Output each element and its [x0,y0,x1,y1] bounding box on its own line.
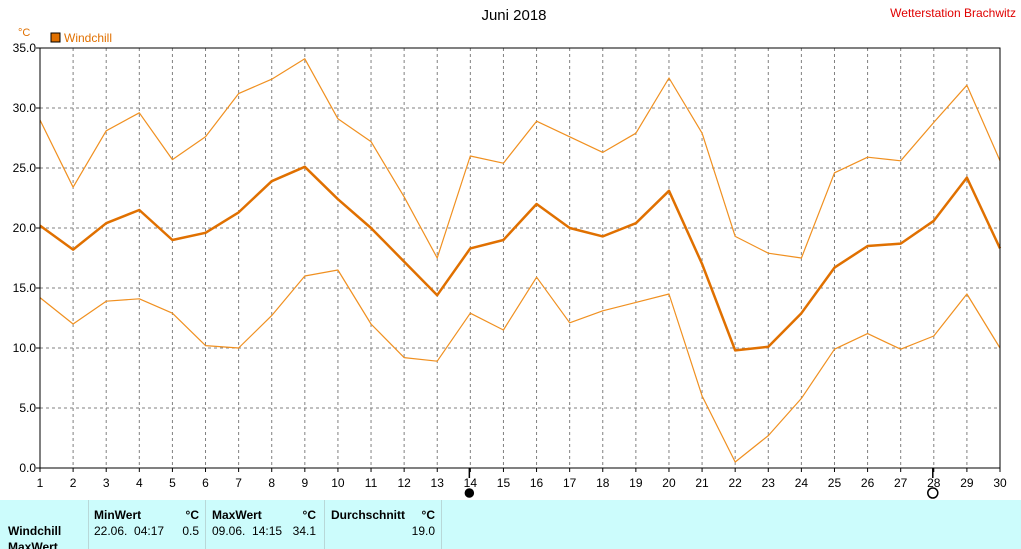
x-tick-label: 6 [202,476,209,490]
stats-row-label-next: MaxWert [8,540,58,549]
x-tick-label: 8 [268,476,275,490]
avg-header: Durchschnitt [331,508,406,522]
x-tick-label: 20 [662,476,676,490]
min-unit: °C [185,508,199,522]
avg-value: 19.0 [411,524,435,538]
stats-label-column: Windchill MaxWert [0,500,89,549]
chart: Juni 2018 Wetterstation Brachwitz °C Win… [13,6,1016,499]
x-tick-label: 21 [695,476,709,490]
grid [40,48,1000,468]
x-tick-label: 26 [861,476,875,490]
max-header: MaxWert [212,508,262,522]
full-moon-icon [927,487,939,499]
x-tick-label: 28 [927,476,941,490]
x-tick-label: 1 [37,476,44,490]
series [39,58,1002,463]
series-line-min [39,269,1001,463]
y-tick-label: 30.0 [13,101,37,115]
x-tick-label: 27 [894,476,908,490]
x-tick-label: 11 [365,476,378,490]
x-tick-label: 19 [629,476,643,490]
new-moon-icon [464,488,475,498]
legend: Windchill [50,31,112,45]
stats-row-label: Windchill [8,524,62,538]
avg-unit: °C [421,508,435,522]
x-tick-label: 17 [563,476,577,490]
x-tick-label: 16 [530,476,544,490]
x-axis-ticks: 1 2 3 4 5 6 7 8 9 10 11 12 13 14 15 16 17 18 19 20 21 22 23 24 2… [37,468,1007,490]
stats-avg-column: Durchschnitt °C 19.0 [325,500,442,549]
moon-phases [464,468,939,499]
x-tick-label: 24 [795,476,809,490]
y-tick-label: 25.0 [13,161,37,175]
y-tick-label: 10.0 [13,341,37,355]
x-tick-label: 25 [828,476,842,490]
plot-frame [39,47,1001,469]
y-tick-label: 15.0 [13,281,37,295]
y-tick-label: 0.0 [19,461,36,475]
max-unit: °C [302,508,316,522]
y-axis-unit: °C [18,27,30,39]
y-tick-label: 35.0 [13,41,37,55]
stats-min-column: MinWert °C 22.06. 04:17 0.5 [89,500,206,549]
max-date: 09.06. 14:15 [212,524,283,538]
x-tick-label: 13 [431,476,445,490]
y-tick-label: 20.0 [13,221,37,235]
x-tick-label: 15 [497,476,511,490]
x-tick-label: 23 [762,476,776,490]
x-tick-label: 5 [169,476,176,490]
x-tick-label: 3 [103,476,110,490]
x-tick-label: 22 [728,476,742,490]
y-axis-ticks: 0.0 5.0 10.0 15.0 20.0 25.0 30.0 35.0 [13,41,40,475]
stats-max-column: MaxWert °C 09.06. 14:15 34.1 [206,500,325,549]
legend-label: Windchill [64,31,112,45]
x-tick-label: 12 [397,476,411,490]
x-tick-label: 9 [301,476,308,490]
y-tick-label: 5.0 [19,401,36,415]
x-tick-label: 2 [70,476,77,490]
x-tick-label: 14 [464,476,478,490]
legend-swatch [50,32,61,43]
station-name: Wetterstation Brachwitz [890,6,1016,20]
chart-title: Juni 2018 [481,7,546,24]
min-header: MinWert [94,508,142,522]
series-line-mean [39,165,1002,352]
stats-panel: Windchill MaxWert MinWert °C 22.06. 04:1… [0,500,1021,549]
x-tick-label: 30 [993,476,1007,490]
series-line-max [39,58,1001,259]
max-value: 34.1 [292,524,316,538]
x-tick-label: 10 [331,476,345,490]
min-value: 0.5 [182,524,199,538]
x-tick-label: 18 [596,476,610,490]
x-tick-label: 4 [136,476,143,490]
x-tick-label: 7 [235,476,242,490]
x-tick-label: 29 [960,476,974,490]
min-date: 22.06. 04:17 [94,524,165,538]
